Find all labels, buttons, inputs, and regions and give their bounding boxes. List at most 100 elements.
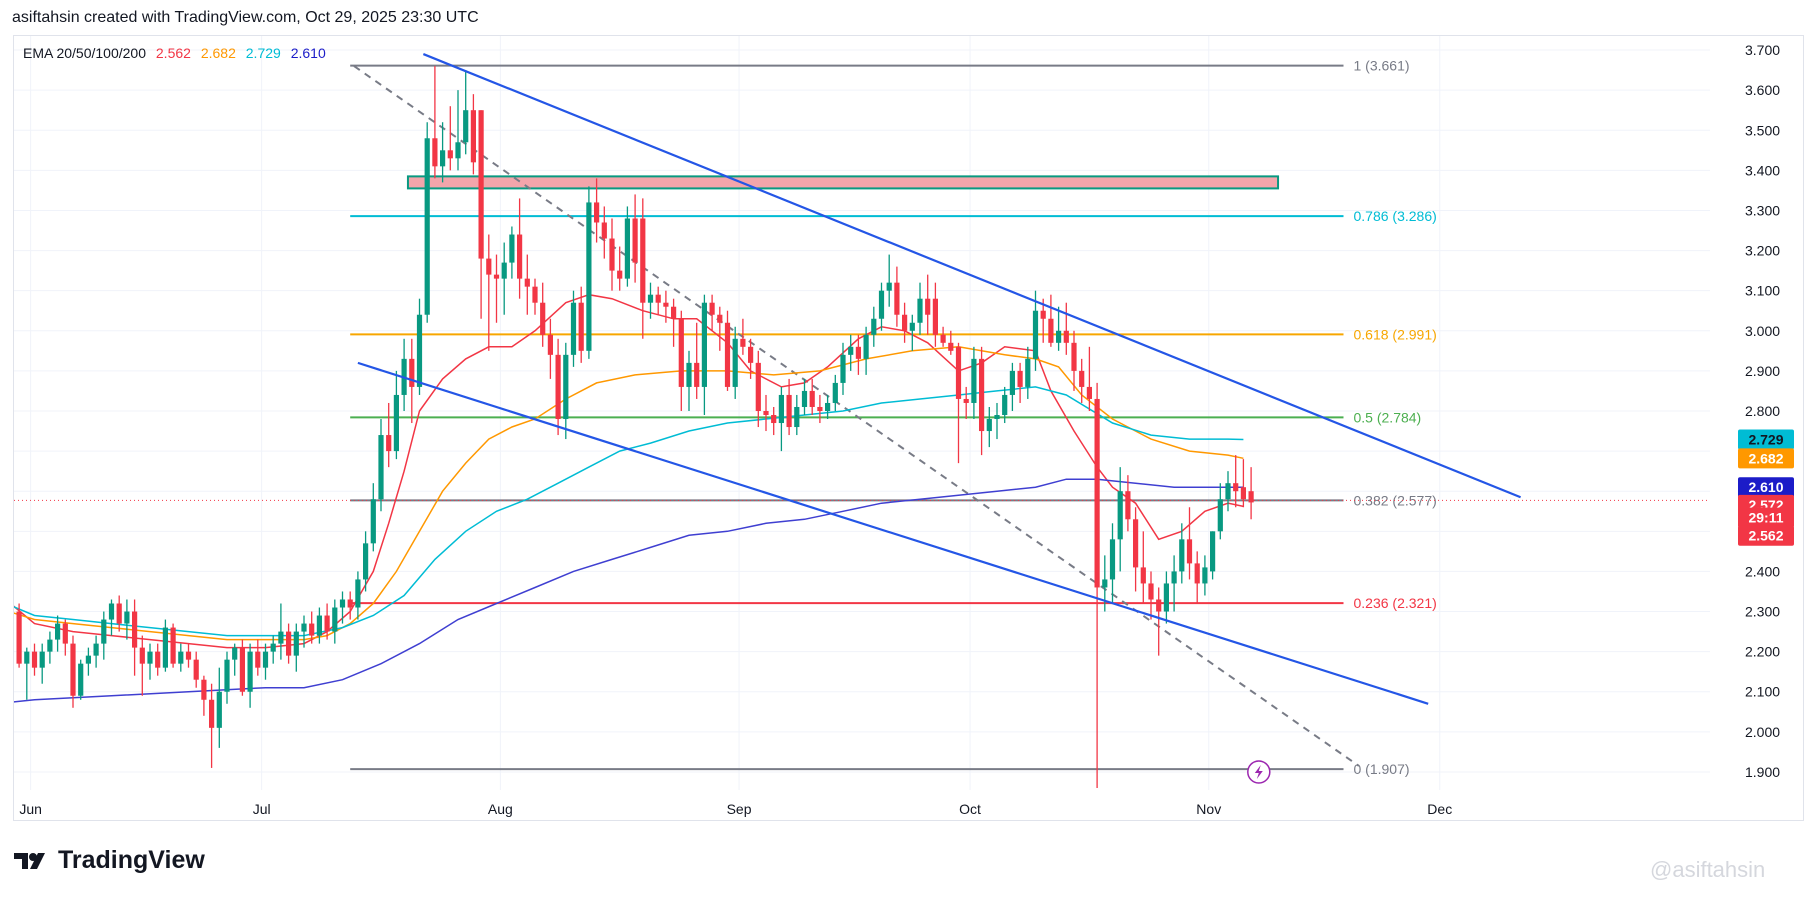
y-tick-label: 3.000 [1745, 323, 1780, 339]
candle-body [170, 627, 176, 664]
y-tick-label: 3.300 [1745, 202, 1780, 218]
candle-body [663, 302, 669, 307]
dashed-diagonal-line [353, 65, 1360, 767]
candle-body [763, 410, 769, 416]
candle-body [301, 623, 307, 632]
candle-body [601, 222, 607, 239]
candle-body [617, 270, 623, 279]
candle-body [162, 627, 168, 668]
candle-body [940, 334, 946, 343]
ema-legend[interactable]: EMA 20/50/100/200 2.562 2.682 2.729 2.61… [23, 45, 332, 61]
candle-body [894, 282, 900, 315]
candle-body [309, 623, 315, 636]
y-tick-label: 2.100 [1745, 684, 1780, 700]
candle-body [1225, 483, 1231, 500]
price-badge-text: 2.610 [1748, 479, 1783, 495]
candle-body [963, 398, 969, 403]
price-badge-text: 2.729 [1748, 431, 1783, 447]
candle-body [724, 322, 731, 387]
candle-body [1086, 386, 1092, 399]
candle-body [594, 202, 600, 223]
candle-body [116, 603, 122, 624]
candle-body [324, 615, 330, 632]
candle-body [355, 579, 361, 608]
candle-body [771, 415, 777, 424]
candle-body [93, 643, 99, 656]
ema-line-ema20 [14, 293, 1244, 649]
fib-level-label: 0.618 (2.991) [1354, 326, 1437, 342]
candle-body [570, 302, 577, 355]
candle-body [332, 607, 338, 632]
y-tick-label: 3.700 [1745, 42, 1780, 58]
candle-body [493, 274, 500, 279]
candle-body [671, 306, 677, 319]
fib-level-label: 0.236 (2.321) [1354, 595, 1437, 611]
candle-body [1248, 491, 1254, 503]
candle-body [486, 258, 492, 275]
ema-line-ema200 [14, 478, 1244, 703]
fib-level-label: 0.382 (2.577) [1354, 492, 1437, 508]
candle-body [524, 278, 530, 287]
candle-body [1179, 539, 1185, 572]
candle-body [447, 150, 453, 159]
candle-body [155, 651, 161, 668]
candle-body [239, 647, 245, 692]
candle-body [1032, 310, 1039, 359]
candle-body [609, 238, 615, 271]
candle-body [740, 338, 746, 347]
candle-body [470, 110, 476, 163]
candle-body [270, 643, 276, 652]
candle-body [855, 346, 861, 359]
price-badge-bg [1738, 429, 1794, 450]
candle-body [809, 390, 815, 407]
candle-body [316, 615, 322, 636]
candle-body [509, 234, 515, 263]
candle-body [678, 318, 684, 387]
candle-body [363, 543, 369, 580]
candle-body [409, 358, 415, 387]
candle-body [185, 651, 192, 660]
candle-body [39, 651, 45, 668]
candle-body [1148, 583, 1154, 600]
candle-body [786, 394, 792, 428]
candle-body [863, 334, 869, 359]
y-tick-label: 2.400 [1745, 563, 1780, 579]
candle-body [416, 314, 423, 387]
tradingview-logo[interactable]: TradingView [14, 846, 205, 875]
candle-body [632, 218, 638, 263]
candle-body [1079, 370, 1085, 387]
legend-value-ema200: 2.610 [290, 45, 326, 61]
candle-body [247, 651, 253, 692]
y-tick-label: 2.200 [1745, 644, 1780, 660]
ema-line-ema100 [14, 386, 1244, 637]
candle-body [262, 651, 269, 668]
candle-body [432, 138, 438, 167]
candle-body [748, 346, 754, 363]
candle-body [709, 302, 715, 315]
candle-body [1102, 579, 1108, 588]
candle-body [501, 262, 507, 279]
fib-level-label: 0.786 (3.286) [1354, 208, 1437, 224]
candle-body [255, 651, 261, 668]
candle-body [578, 302, 584, 351]
candle-body [794, 406, 800, 428]
candle-body [1210, 531, 1216, 572]
fib-level-label: 0 (1.907) [1354, 761, 1410, 777]
price-badge-bg [1738, 448, 1794, 469]
candle-body [209, 699, 215, 728]
candle-body [1202, 567, 1208, 584]
candle-body [1094, 398, 1100, 588]
resistance-zone [406, 175, 1280, 190]
candle-body [85, 655, 91, 664]
candle-body [55, 623, 61, 640]
grid-lines [14, 36, 1710, 790]
candle-body [193, 659, 199, 680]
y-tick-label: 3.500 [1745, 122, 1780, 138]
candle-body [455, 142, 461, 159]
candle-body [686, 362, 692, 387]
candle-body [9, 612, 14, 620]
candle-body [224, 659, 230, 692]
candle-body [1009, 370, 1015, 395]
candle-body [586, 202, 592, 351]
